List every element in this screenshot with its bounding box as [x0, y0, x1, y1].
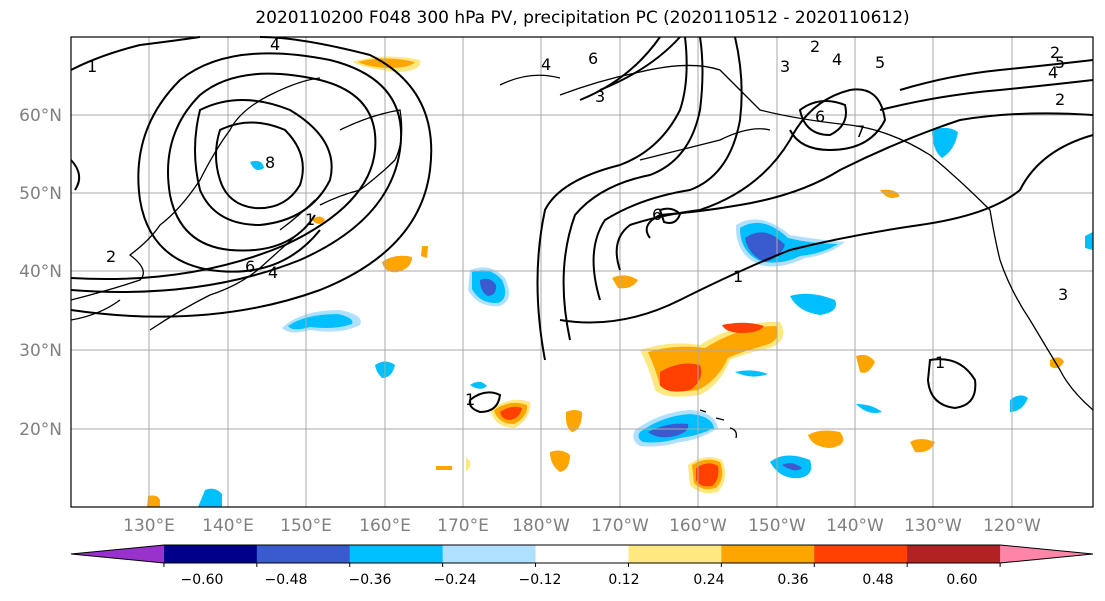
contour-label: 1 [935, 353, 945, 372]
colorbar-swatches [70, 544, 1094, 567]
contour-label: 2 [810, 37, 820, 56]
map-frame [70, 36, 1094, 508]
lon-label: 140°E [202, 516, 254, 536]
contour-labels: 1 4 2 6 8 1 4 3 2 6 1 2 4 5 3 6 4 2 7 1 … [87, 35, 1068, 409]
contour-label: 4 [832, 50, 842, 69]
contour-label: 3 [780, 57, 790, 76]
colorbar-swatch [256, 545, 351, 563]
colorbar-tick-label: −0.24 [434, 572, 477, 588]
contour-label: 2 [1055, 90, 1065, 109]
colorbar-tick-label: 0.60 [946, 572, 977, 588]
colorbar-swatch [71, 545, 164, 563]
contour-label: 6 [815, 107, 825, 126]
contour-label: 1 [87, 57, 97, 76]
contour-label: 4 [268, 263, 278, 282]
colorbar-tick-label: 0.12 [608, 572, 639, 588]
colorbar-swatch [442, 545, 537, 563]
colorbar-tick-label: −0.36 [349, 572, 392, 588]
contour-label: 2 [1050, 43, 1060, 62]
colorbar-swatch [907, 545, 1001, 563]
lon-label: 120°W [983, 516, 1041, 536]
lat-label: 50°N [19, 184, 62, 204]
contour-label: 3 [1058, 285, 1068, 304]
lat-label: 20°N [19, 420, 62, 440]
contour-label: 8 [265, 153, 275, 172]
lon-label: 130°E [123, 516, 175, 536]
contour-label: 4 [541, 55, 551, 74]
colorbar-tick-label: −0.48 [265, 572, 308, 588]
contour-label: 6 [652, 205, 662, 224]
contour-label: 2 [106, 247, 116, 266]
colorbar-swatch [721, 545, 815, 563]
contour-label: 1 [465, 390, 475, 409]
colorbar-swatch [628, 545, 722, 563]
colorbar-tick-label: −0.12 [519, 572, 562, 588]
pv-contours [70, 36, 1094, 414]
colorbar-swatch [163, 545, 258, 563]
contour-label: 6 [588, 49, 598, 68]
colorbar-swatch [535, 545, 629, 563]
contour-label: 3 [595, 87, 605, 106]
contour-label: 1 [733, 267, 743, 286]
lon-label: 150°W [748, 516, 806, 536]
lon-label: 130°W [904, 516, 962, 536]
contour-label: 4 [270, 35, 280, 54]
precip-shading [147, 56, 1093, 507]
colorbar-tick-label: 0.36 [777, 572, 808, 588]
colorbar-tick-label: 0.24 [693, 572, 724, 588]
lon-label: 140°W [826, 516, 884, 536]
coastlines [70, 64, 1094, 439]
colorbar-swatch [814, 545, 908, 563]
contour-label: 4 [1048, 63, 1058, 82]
colorbar-tick-label: −0.60 [181, 572, 224, 588]
lat-label: 40°N [19, 262, 62, 282]
lon-label: 160°E [359, 516, 411, 536]
contour-label: 5 [1055, 53, 1065, 72]
lon-label: 170°E [437, 516, 489, 536]
lat-labels: 60°N 50°N 40°N 30°N 20°N [19, 106, 62, 440]
lat-label: 60°N [19, 106, 62, 126]
lon-label: 160°W [669, 516, 727, 536]
contour-label: 5 [875, 53, 885, 72]
lon-label: 180°W [512, 516, 570, 536]
colorbar-tick-labels: −0.60 −0.48 −0.36 −0.24 −0.12 0.12 0.24 … [181, 572, 978, 588]
contour-label: 7 [855, 122, 865, 141]
lon-label: 150°E [280, 516, 332, 536]
lon-label: 170°W [591, 516, 649, 536]
lat-label: 30°N [19, 341, 62, 361]
map-title: 2020110200 F048 300 hPa PV, precipitatio… [255, 8, 910, 28]
colorbar-swatch [349, 545, 444, 563]
lon-labels: 130°E 140°E 150°E 160°E 170°E 180°W 170°… [123, 516, 1041, 536]
contour-label: 1 [305, 210, 315, 229]
colorbar-tick-label: 0.48 [862, 572, 893, 588]
contour-label: 6 [245, 257, 255, 276]
colorbar-swatch [1000, 545, 1093, 563]
